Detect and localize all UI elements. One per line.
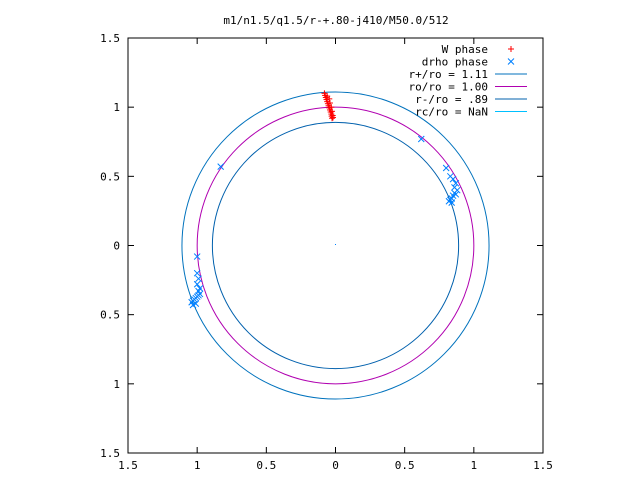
y-tick-label: 1.5 [100,32,120,45]
data-points [188,90,461,309]
drho-phase-point [417,135,425,143]
legend-label: rc/ro = NaN [415,106,488,119]
origin-dot [335,244,336,245]
circle-series [181,91,490,400]
x-tick-label: 1.5 [533,459,553,472]
w-phase-point [328,104,335,111]
y-tick-label: 1 [113,101,120,114]
legend-marker [507,58,515,65]
circle-series [211,121,460,370]
w-phase-point [329,108,336,115]
y-tick-label: 0.5 [100,309,120,322]
drho-phase-point [193,280,201,288]
y-tick-label: 1 [113,378,120,391]
drho-phase-point [195,291,202,299]
legend-entry: ro/ro = 1.00 [409,81,527,94]
y-tick-label: 0 [113,240,120,253]
y-tick-label: 1.5 [100,447,120,460]
x-tick-label: 1.5 [118,459,138,472]
drho-phase-point [195,275,202,283]
legend-label: W phase [442,43,488,56]
w-phase-point [330,114,337,121]
drho-phase-point [217,163,225,171]
drho-phase-point [442,164,450,172]
legend-label: r+/ro = 1.11 [409,68,488,81]
drho-phase-point [452,179,460,187]
y-tick-label: 0.5 [100,170,120,183]
drho-phase-point [193,269,201,277]
legend-entry: drho phase [422,56,515,69]
x-tick-label: 0.5 [256,459,276,472]
x-tick-label: 1 [194,459,201,472]
w-phase-point [326,95,333,102]
w-phase-point [326,100,333,107]
drho-phase-point [192,300,200,307]
legend-entry: W phase [442,43,514,56]
x-tick-label: 0.5 [395,459,415,472]
legend-label: r-/ro = .89 [415,93,488,106]
drho-phase-point [449,175,457,183]
w-phase-point [329,115,336,122]
x-tick-label: 1 [471,459,478,472]
legend-label: drho phase [422,56,488,69]
drho-phase-point [452,190,460,198]
circle-series [196,106,475,385]
drho-phase-point [448,199,456,206]
chart-title: m1/n1.5/q1.5/r-+.80-j410/M50.0/512 [223,14,448,27]
axis-ticks: 1.5 1 0.5 0 0.5 1 1.51.510.500.511.5 [100,32,553,472]
legend-entry: r-/ro = .89 [415,93,527,106]
drho-phase-point [193,253,201,260]
legend-entry: r+/ro = 1.11 [409,68,527,81]
legend-entry: rc/ro = NaN [415,106,527,119]
legend-label: ro/ro = 1.00 [409,81,488,94]
x-tick-label: 0 [332,459,339,472]
reference-circles [181,91,490,400]
plot-area: 1.5 1 0.5 0 0.5 1 1.51.510.500.511.5 [100,32,553,472]
